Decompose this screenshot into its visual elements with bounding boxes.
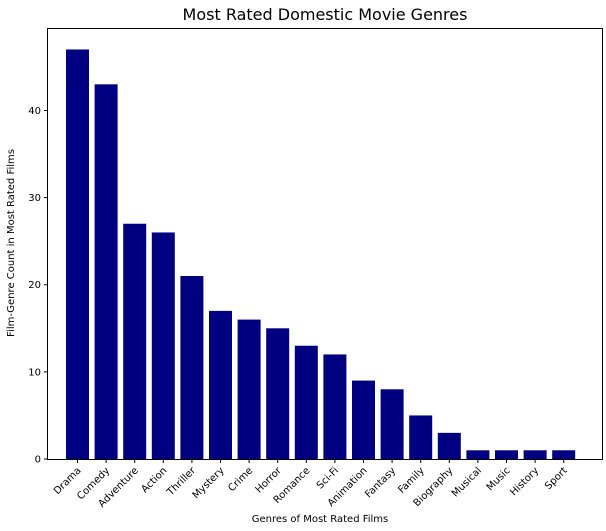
bar-horror — [266, 328, 290, 459]
bar-action — [151, 232, 175, 459]
bar-music — [495, 450, 518, 459]
y-tick-label: 10 — [28, 367, 41, 378]
x-tick-label: Crime — [226, 465, 255, 494]
bar-sci-fi — [323, 354, 347, 459]
bar-crime — [237, 319, 261, 459]
x-tick-label: Fantasy — [363, 465, 398, 500]
x-tick-label: Mystery — [191, 465, 227, 501]
bar-comedy — [94, 84, 118, 459]
bar-romance — [294, 345, 318, 459]
bar-musical — [466, 450, 490, 459]
y-tick-label: 40 — [28, 106, 41, 117]
bar-drama — [66, 49, 89, 459]
x-axis-label: Genres of Most Rated Films — [252, 514, 389, 525]
bar-fantasy — [380, 389, 404, 459]
x-tick-label: Sci-Fi — [315, 465, 341, 491]
bar-history — [523, 450, 547, 459]
y-tick-label: 20 — [28, 280, 41, 291]
bar-biography — [437, 432, 461, 459]
bars-group — [66, 49, 576, 459]
bar-sport — [552, 450, 576, 459]
y-axis-label: Film-Genre Count in Most Rated Films — [6, 149, 17, 337]
bar-family — [409, 415, 433, 459]
plot-frame — [47, 28, 603, 460]
y-axis: 0 10 20 30 40 — [28, 106, 48, 466]
bar-adventure — [123, 223, 147, 459]
chart-title: Most Rated Domestic Movie Genres — [183, 5, 468, 24]
bar-mystery — [209, 310, 232, 459]
x-tick-label: Sport — [543, 465, 570, 492]
bar-thriller — [180, 276, 204, 459]
y-tick-label: 0 — [35, 455, 41, 466]
y-tick-label: 30 — [28, 193, 41, 204]
bar-animation — [352, 380, 375, 459]
x-tick-label: Musical — [450, 465, 484, 499]
x-axis: DramaComedyAdventureActionThrillerMyster… — [52, 459, 570, 510]
x-tick-label: History — [508, 465, 541, 498]
